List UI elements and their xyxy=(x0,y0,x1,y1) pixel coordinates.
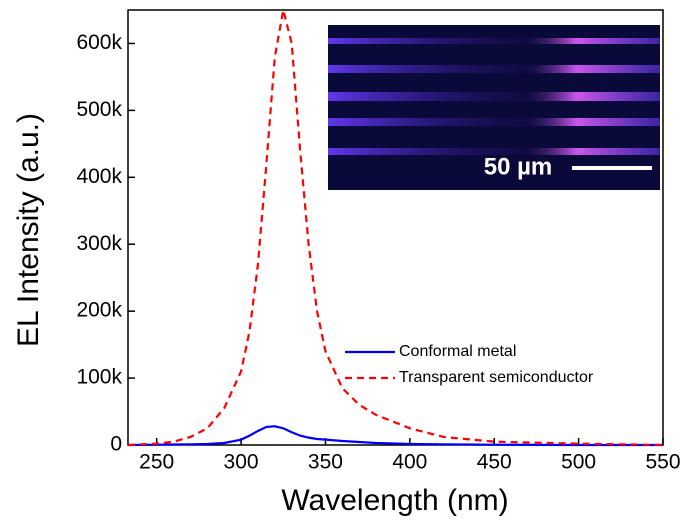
y-tick-label: 100k xyxy=(76,366,122,389)
y-axis-label: EL Intensity (a.u.) xyxy=(12,113,45,347)
y-tick-label: 300k xyxy=(76,232,122,255)
x-tick-label: 400 xyxy=(392,451,427,474)
scale-label: 50 µm xyxy=(484,153,553,180)
series-line xyxy=(128,426,663,445)
x-tick-label: 300 xyxy=(224,451,259,474)
x-tick-label: 550 xyxy=(645,451,680,474)
chart: 50 µm Wavelength (nm) EL Intensity (a.u.… xyxy=(0,0,695,524)
x-tick-label: 350 xyxy=(308,451,343,474)
y-tick-label: 600k xyxy=(76,31,122,54)
legend-label: Conformal metal xyxy=(399,343,516,360)
x-tick-label: 450 xyxy=(477,451,512,474)
legend-label: Transparent semiconductor xyxy=(399,369,594,386)
x-tick-label: 250 xyxy=(139,451,174,474)
x-tick-label: 500 xyxy=(561,451,596,474)
y-tick-label: 500k xyxy=(76,98,122,121)
y-tick-label: 400k xyxy=(76,165,122,188)
y-tick-label: 200k xyxy=(76,299,122,322)
y-tick-label: 0 xyxy=(110,433,122,456)
x-axis-label: Wavelength (nm) xyxy=(281,484,508,517)
